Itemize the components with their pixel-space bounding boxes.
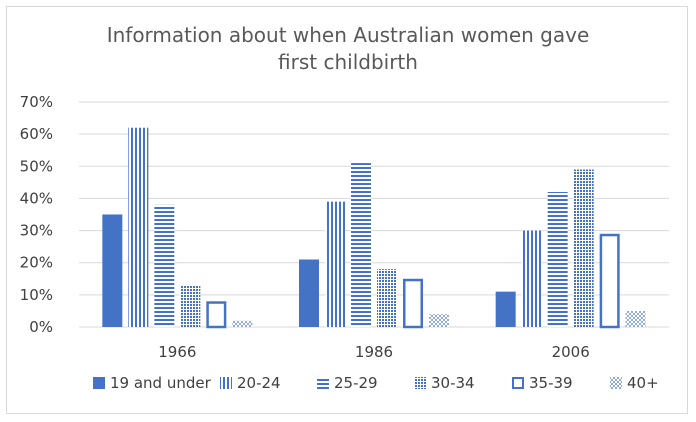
bar-40+-1966 [232, 320, 253, 327]
bar-25-29-1986 [351, 163, 371, 327]
bar-40+-2006 [625, 310, 646, 327]
chart-title-line-2: first childbirth [278, 50, 418, 74]
legend-label: 40+ [627, 374, 659, 392]
bars [102, 127, 646, 329]
legend-label: 30-34 [431, 374, 475, 392]
legend-swatch [317, 377, 329, 389]
y-tick-label: 0% [29, 318, 53, 336]
x-category-label: 1966 [158, 343, 196, 361]
legend-label: 35-39 [529, 374, 573, 392]
legend-swatch [220, 377, 232, 389]
bar-30-34-1966 [180, 285, 201, 327]
y-tick-label: 40% [20, 189, 53, 207]
bar-30-34-2006 [573, 169, 594, 327]
legend-item: 40+ [610, 374, 659, 392]
legend-swatch [414, 377, 426, 389]
legend-swatch [610, 377, 622, 389]
bar-30-34-1986 [377, 269, 397, 327]
x-category-label: 1986 [355, 343, 393, 361]
chart-title: Information about when Australian women … [107, 23, 590, 74]
bar-chart: Information about when Australian women … [20, 23, 669, 392]
legend: 19 and under 20-24 25-29 30-34 35-39 40+ [93, 374, 659, 392]
gridlines [79, 101, 669, 328]
y-tick-label: 50% [20, 157, 53, 175]
legend-item: 20-24 [220, 374, 281, 392]
x-category-label: 2006 [552, 343, 590, 361]
y-tick-label: 10% [20, 286, 53, 304]
bar-35-39-2006 [599, 233, 620, 329]
legend-label: 19 and under [110, 374, 212, 392]
y-tick-label: 30% [20, 222, 53, 240]
legend-label: 25-29 [334, 374, 378, 392]
bar-19-and-under-1966 [102, 214, 123, 327]
bar-20-24-1986 [325, 201, 345, 327]
bar-20-24-2006 [521, 230, 542, 327]
chart-frame: Information about when Australian women … [6, 6, 688, 414]
bar-19-and-under-2006 [495, 291, 516, 327]
legend-item: 19 and under [93, 374, 212, 392]
bar-25-29-2006 [547, 192, 568, 327]
bar-19-and-under-1986 [299, 259, 319, 327]
legend-swatch [512, 377, 524, 389]
bar-20-24-1966 [128, 127, 149, 327]
legend-item: 25-29 [317, 374, 378, 392]
bar-35-39-1986 [403, 278, 423, 329]
chart-title-line-1: Information about when Australian women … [107, 23, 590, 47]
bar-35-39-1966 [206, 301, 227, 329]
legend-label: 20-24 [237, 374, 281, 392]
x-axis-category-labels: 1966 1986 2006 [158, 343, 590, 361]
bar-40+-1986 [429, 314, 449, 327]
y-tick-label: 60% [20, 125, 53, 143]
y-tick-label: 20% [20, 254, 53, 272]
y-tick-label: 70% [20, 93, 53, 111]
y-axis-tick-labels: 0% 10% 20% 30% 40% 50% 60% 70% [20, 93, 53, 336]
legend-item: 35-39 [512, 374, 573, 392]
bar-25-29-1966 [154, 204, 175, 327]
legend-item: 30-34 [414, 374, 475, 392]
legend-swatch [93, 377, 105, 389]
